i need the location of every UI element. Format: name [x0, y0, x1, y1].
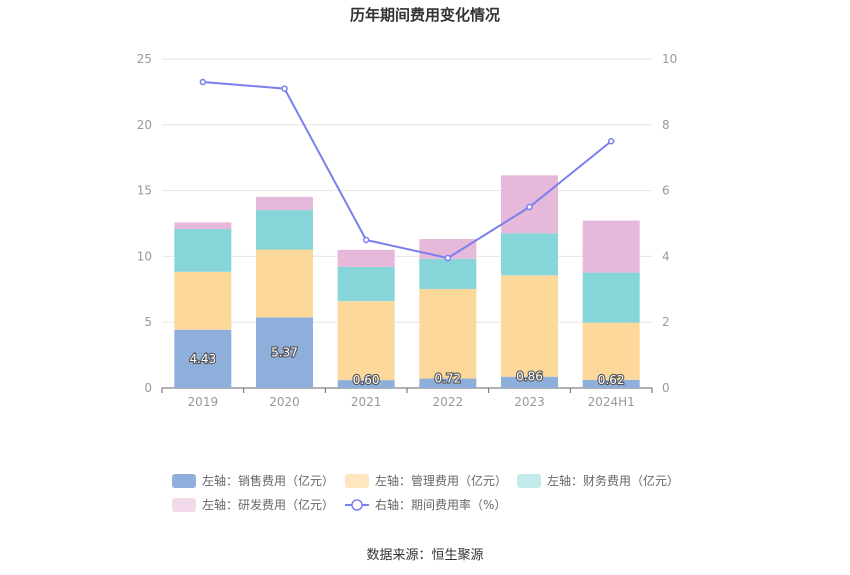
x-axis-label: 2019	[188, 395, 219, 409]
legend-label: 左轴：研发费用（亿元）	[202, 497, 334, 512]
rate-line	[199, 78, 615, 262]
legend-marker	[351, 499, 363, 511]
legend-swatch	[172, 498, 196, 512]
data-source: 数据来源：恒生聚源	[366, 548, 483, 563]
legend-swatch	[345, 474, 369, 488]
bar-data-label: 0.72	[434, 372, 461, 386]
bar-segment	[174, 229, 232, 272]
left-axis-tick: 20	[137, 118, 152, 132]
rate-point	[607, 138, 615, 145]
left-axis-tick: 25	[137, 52, 152, 66]
x-axis-label: 2020	[269, 395, 300, 409]
chart-title: 历年期间费用变化情况	[350, 6, 500, 24]
left-axis-tick: 15	[137, 184, 152, 198]
rate-point	[526, 203, 533, 211]
rate-line-path	[202, 81, 612, 260]
bar-segment	[256, 196, 313, 211]
x-axis-label: 2023	[514, 395, 545, 409]
bar-segment	[501, 275, 558, 377]
right-axis-tick: 2	[662, 315, 670, 329]
left-axis-tick: 5	[144, 315, 152, 329]
bar-data-label: 0.86	[516, 370, 543, 384]
bar-segment	[419, 239, 477, 259]
bar-data-label: 5.37	[271, 346, 298, 360]
bar-segment	[337, 380, 395, 388]
bar-segment	[501, 233, 558, 276]
legend-label: 右轴：期间费用率（%）	[375, 497, 506, 512]
bar-segment	[582, 272, 640, 323]
bar-data-label: 4.43	[189, 352, 216, 366]
legend-swatch	[172, 474, 196, 488]
bar-segment	[582, 322, 640, 380]
bar-segment	[419, 289, 477, 379]
bar-segment	[174, 329, 232, 388]
bar-segment	[582, 379, 640, 388]
bar-data-label: 0.62	[598, 373, 625, 387]
bar-segment	[337, 249, 395, 267]
right-axis-tick: 0	[662, 381, 670, 395]
bars	[174, 175, 640, 388]
bar-segment	[174, 271, 232, 330]
bar-segment	[256, 210, 313, 250]
bar-segment	[582, 220, 640, 273]
bar-segment	[174, 222, 232, 230]
x-axis-label: 2022	[433, 395, 464, 409]
rate-point	[199, 78, 207, 86]
x-axis-label: 2024H1	[588, 395, 635, 409]
left-axis-tick: 10	[137, 249, 152, 263]
bar-segment	[419, 258, 477, 290]
right-axis-tick: 10	[662, 52, 677, 66]
rate-point	[362, 236, 370, 244]
bar-segment	[256, 317, 313, 388]
bar-segment	[501, 376, 558, 388]
legend-swatch	[517, 474, 541, 488]
bar-segment	[337, 301, 395, 381]
left-axis-tick: 0	[144, 381, 152, 395]
legend-label: 左轴：管理费用（亿元）	[375, 473, 507, 488]
legend[interactable]: 左轴：销售费用（亿元） 左轴：管理费用（亿元） 左轴：财务费用（亿元） 左轴：研发费用…	[172, 473, 679, 512]
grid	[162, 58, 652, 323]
rate-point	[444, 254, 452, 262]
right-axis-tick: 4	[662, 249, 670, 263]
legend-label: 左轴：销售费用（亿元）	[202, 473, 334, 488]
bar-data-label: 0.60	[353, 373, 380, 387]
rate-point	[281, 85, 288, 92]
x-axis-label: 2021	[351, 395, 382, 409]
bar-segment	[256, 249, 313, 318]
legend-label: 左轴：财务费用（亿元）	[547, 473, 679, 488]
axes: 0 5 10 15 20 25 0 2 4 6 8 10 2019 2020 2021 2022 2023 202…	[137, 52, 678, 409]
right-axis-tick: 6	[662, 184, 670, 198]
bar-segment	[337, 266, 395, 302]
right-axis-tick: 8	[662, 118, 670, 132]
bar-segment	[419, 378, 477, 388]
bar-labels: 4.43 5.37 0.60 0.72 0.86 0.62	[188, 345, 625, 389]
